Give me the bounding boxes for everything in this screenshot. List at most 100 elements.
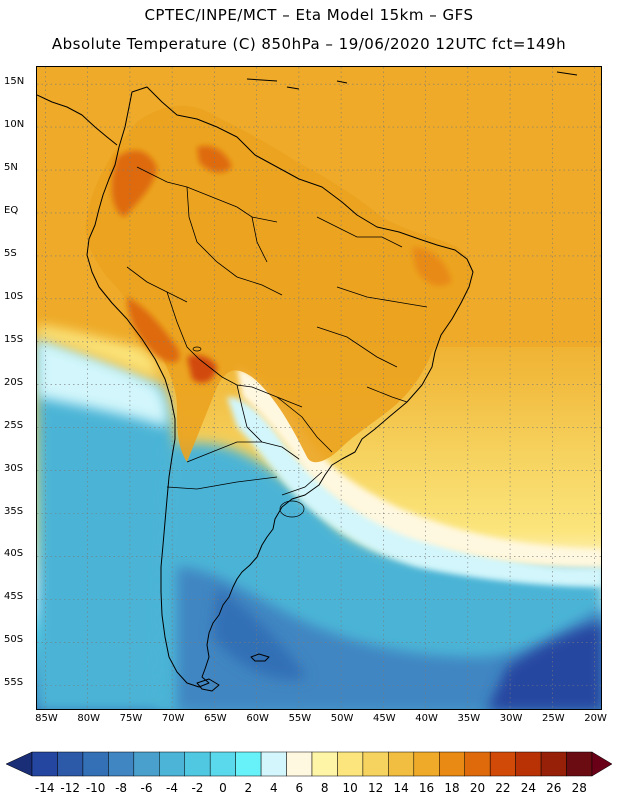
colorbar-swatch	[31, 751, 58, 777]
venezuela-hot	[197, 145, 232, 173]
lat-tick-label: 50S	[4, 634, 24, 646]
colorbar-tick-label: 24	[520, 781, 536, 795]
lon-tick-label: 50W	[330, 713, 354, 724]
lon-tick-label: 35W	[457, 713, 481, 724]
patagonia-cold-core	[212, 587, 307, 680]
colorbar-swatch	[184, 751, 211, 777]
tierra-del-fuego	[196, 678, 220, 692]
frontal-warm-band	[237, 367, 601, 567]
colorbar-under-arrow	[5, 751, 33, 777]
falkland-islands	[250, 653, 270, 662]
colorbar-swatch	[464, 751, 491, 777]
colorbar-tick-label: 8	[320, 781, 329, 795]
colorbar-tick-label: -6	[140, 781, 153, 795]
south-coldest-core	[487, 622, 601, 709]
lon-tick-label: 40W	[415, 713, 438, 724]
colorbar-tick-label: -12	[60, 781, 80, 795]
colorbar-swatch	[108, 751, 135, 777]
colorbar-tick-label: 20	[469, 781, 486, 795]
lon-tick-label: 65W	[204, 713, 227, 724]
pacific-cold-field	[37, 337, 187, 709]
lat-tick-label: 5N	[4, 162, 18, 174]
pacific-cool-band	[37, 337, 168, 427]
lat-tick-label: 25S	[4, 419, 24, 431]
lon-tick-label: 25W	[542, 713, 565, 724]
colorbar-swatch	[566, 751, 593, 777]
country-borders	[126, 166, 428, 496]
colorbar-swatch	[159, 751, 185, 777]
brazil-northeast-hot	[412, 247, 452, 287]
colorbar-tick-label: 10	[342, 781, 358, 795]
coastline-central-america	[37, 94, 118, 146]
lat-tick-label: 40S	[4, 548, 24, 560]
colorbar-over-arrow	[591, 751, 613, 777]
colorbar-tick-label: 16	[418, 781, 435, 795]
coastlines	[37, 71, 578, 692]
lon-tick-label: 20W	[584, 713, 607, 724]
map-canvas	[37, 67, 601, 709]
colorbar-tick-label: 18	[444, 781, 460, 795]
lon-tick-label: 60W	[246, 713, 269, 724]
lat-tick-label: 55S	[4, 677, 24, 689]
graticule	[37, 67, 601, 709]
colorbar-swatch	[489, 751, 516, 777]
lat-tick-label: 30S	[4, 462, 24, 474]
colorbar-swatch	[439, 751, 465, 777]
colorbar-swatch	[235, 751, 262, 777]
colorbar-swatch	[260, 751, 287, 777]
map-panel	[36, 66, 602, 710]
lakes	[192, 346, 305, 518]
lat-tick-label: 5S	[4, 247, 17, 259]
colorbar-tick-label: 26	[546, 781, 562, 795]
colorbar-tick-label: 22	[495, 781, 511, 795]
coastline-south-america	[86, 86, 474, 688]
lon-tick-label: 75W	[119, 713, 143, 724]
pacific-coast-warm	[37, 325, 157, 377]
colorbar-tick-label: 6	[295, 781, 304, 795]
lat-tick-label: 45S	[4, 591, 24, 603]
lat-tick-label: 20S	[4, 376, 24, 388]
lat-tick-label: EQ	[4, 204, 19, 216]
colorbar-swatch	[133, 751, 160, 777]
colorbar-swatch	[362, 751, 389, 777]
map-title: CPTEC/INPE/MCT – Eta Model 15km – GFS	[144, 6, 474, 24]
colorbar-swatch	[515, 751, 542, 777]
south-america-landmass	[85, 105, 473, 463]
lon-tick-label: 85W	[35, 713, 58, 724]
lat-tick-label: 15N	[4, 76, 25, 88]
colorbar-tick-label: -2	[191, 781, 204, 795]
coastline-caribbean-islands	[246, 71, 578, 90]
andes-hot-north	[111, 150, 157, 217]
map-subtitle: Absolute Temperature (C) 850hPa – 19/06/…	[51, 35, 567, 53]
lon-tick-label: 30W	[499, 713, 523, 724]
colorbar-swatch	[413, 751, 440, 777]
colorbar-tick-label: 28	[571, 781, 587, 795]
andes-hot-peru	[127, 297, 180, 363]
colorbar-tick-label: 14	[393, 781, 409, 795]
colorbar-swatch	[286, 751, 313, 777]
colorbar-swatch	[337, 751, 364, 777]
colorbar-swatch	[209, 751, 236, 777]
lon-tick-label: 70W	[161, 713, 185, 724]
colorbar-tick-label: -4	[166, 781, 178, 795]
lon-tick-label: 45W	[373, 713, 396, 724]
colorbar-tick-label: -10	[85, 781, 106, 795]
bolivia-hot	[187, 355, 217, 383]
lon-tick-label: 55W	[288, 713, 312, 724]
colorbar-swatch	[82, 751, 109, 777]
lat-tick-label: 35S	[4, 505, 24, 517]
frontal-cool-band	[227, 397, 601, 587]
colorbar-tick-label: 0	[219, 781, 227, 795]
lat-tick-label: 15S	[4, 333, 24, 345]
colorbar-tick-label: 4	[269, 781, 278, 795]
colorbar-swatch	[388, 751, 415, 777]
colorbar-swatch	[57, 751, 84, 777]
colorbar-swatch	[311, 751, 338, 777]
lat-tick-label: 10N	[4, 119, 25, 131]
lat-tick-label: 10S	[4, 290, 24, 302]
colorbar-tick-label: 2	[244, 781, 253, 795]
colorbar-tick-label: -8	[115, 781, 128, 795]
lon-tick-label: 80W	[77, 713, 100, 724]
colorbar-swatch	[540, 751, 567, 777]
colorbar-tick-label: 12	[367, 781, 384, 795]
